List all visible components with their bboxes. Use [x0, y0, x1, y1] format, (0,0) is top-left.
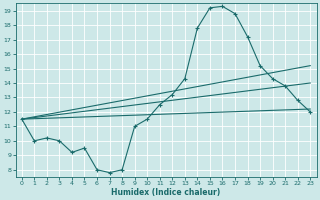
X-axis label: Humidex (Indice chaleur): Humidex (Indice chaleur): [111, 188, 221, 197]
